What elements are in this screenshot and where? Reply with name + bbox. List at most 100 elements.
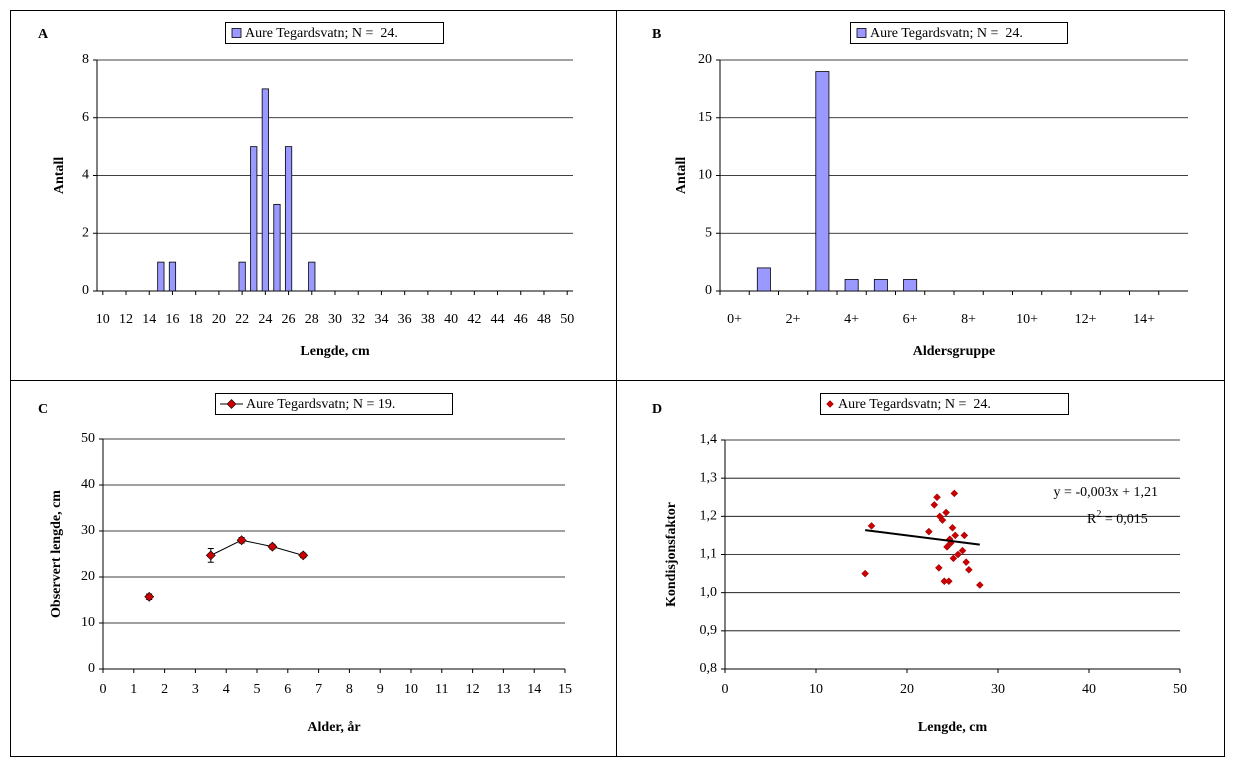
x-tick-label: 16 xyxy=(165,312,179,327)
x-tick-label: 50 xyxy=(1173,682,1187,697)
x-axis-title: Aldersgruppe xyxy=(913,344,995,359)
y-tick-label: 0 xyxy=(705,283,712,298)
x-tick-label: 12 xyxy=(466,682,480,697)
data-point xyxy=(934,564,943,572)
panel-label: C xyxy=(38,402,48,417)
x-tick-label: 15 xyxy=(558,682,572,697)
x-tick-label: 4 xyxy=(223,682,230,697)
x-tick-label: 30 xyxy=(991,682,1005,697)
y-tick-label: 10 xyxy=(81,615,95,630)
x-tick-label: 4+ xyxy=(844,312,859,327)
y-tick-label: 20 xyxy=(81,569,95,584)
y-axis-title: Antall xyxy=(674,157,689,194)
data-point xyxy=(945,577,953,586)
panel-label: D xyxy=(652,402,662,417)
r-squared-exponent: 2 xyxy=(1096,509,1101,520)
x-tick-label: 10+ xyxy=(1016,312,1038,327)
y-axis-title: Observert lengde, cm xyxy=(49,490,64,618)
data-point xyxy=(298,550,309,561)
data-point xyxy=(951,531,960,540)
x-tick-label: 2+ xyxy=(786,312,801,327)
y-tick-label: 30 xyxy=(81,523,95,538)
legend-label: Aure Tegardsvatn; N = 24. xyxy=(245,26,398,41)
legend-marker xyxy=(826,400,834,408)
y-tick-label: 0 xyxy=(82,283,89,298)
x-tick-label: 8+ xyxy=(961,312,976,327)
data-point xyxy=(861,569,869,578)
x-axis-title: Lengde, cm xyxy=(300,344,370,359)
data-point xyxy=(938,516,947,525)
x-tick-label: 50 xyxy=(560,312,574,327)
y-axis-title: Kondisjonsfaktor xyxy=(664,502,679,607)
bar xyxy=(261,88,269,292)
data-point xyxy=(949,554,958,563)
y-tick-label: 1,1 xyxy=(700,547,718,562)
x-tick-label: 13 xyxy=(496,682,510,697)
legend-label: Aure Tegardsvatn; N = 24. xyxy=(870,26,1023,41)
data-point xyxy=(867,522,876,530)
data-point xyxy=(962,558,971,566)
y-tick-label: 4 xyxy=(82,168,89,183)
x-tick-label: 28 xyxy=(305,312,319,327)
data-point xyxy=(933,493,941,502)
x-tick-label: 48 xyxy=(537,312,551,327)
data-point xyxy=(924,527,933,536)
y-tick-label: 15 xyxy=(698,110,712,125)
x-tick-label: 8 xyxy=(346,682,353,697)
data-point xyxy=(205,550,216,561)
y-tick-label: 50 xyxy=(81,431,95,446)
data-point xyxy=(948,523,957,532)
y-tick-label: 0,8 xyxy=(700,661,718,676)
panel-label: A xyxy=(38,27,49,42)
x-tick-label: 5 xyxy=(254,682,261,697)
bar xyxy=(284,146,293,292)
data-point xyxy=(975,581,984,589)
x-tick-label: 38 xyxy=(421,312,435,327)
x-tick-label: 42 xyxy=(467,312,481,327)
x-tick-label: 44 xyxy=(491,312,505,327)
bar xyxy=(873,279,888,292)
x-tick-label: 0 xyxy=(722,682,729,697)
x-tick-label: 40 xyxy=(1082,682,1096,697)
x-tick-label: 22 xyxy=(235,312,249,327)
bar xyxy=(903,279,918,292)
y-tick-label: 10 xyxy=(698,168,712,183)
data-point xyxy=(965,565,973,574)
x-tick-label: 0 xyxy=(100,682,107,697)
legend-box xyxy=(225,22,444,44)
data-point xyxy=(236,535,247,546)
bar xyxy=(844,279,859,292)
y-axis-title: Antall xyxy=(52,157,67,194)
y-tick-label: 5 xyxy=(705,225,712,240)
r-squared-symbol: R xyxy=(1087,512,1097,527)
x-tick-label: 7 xyxy=(315,682,322,697)
x-tick-label: 10 xyxy=(96,312,110,327)
bar xyxy=(238,261,246,292)
y-tick-label: 2 xyxy=(82,225,89,240)
bar xyxy=(815,71,830,292)
data-point xyxy=(267,541,278,552)
x-tick-label: 14 xyxy=(527,682,541,697)
x-tick-label: 10 xyxy=(404,682,418,697)
x-tick-label: 32 xyxy=(351,312,365,327)
x-tick-label: 20 xyxy=(212,312,226,327)
series-line xyxy=(210,539,304,556)
trend-equation: y = -0,003x + 1,21 xyxy=(1054,485,1158,500)
x-tick-label: 0+ xyxy=(727,312,742,327)
x-tick-label: 12 xyxy=(119,312,133,327)
data-point xyxy=(954,550,962,559)
legend-label: Aure Tegardsvatn; N = 19. xyxy=(246,397,395,412)
figure-border xyxy=(10,10,1225,757)
x-tick-label: 14+ xyxy=(1133,312,1155,327)
legend-box xyxy=(820,393,1069,415)
x-axis-title: Lengde, cm xyxy=(918,720,988,735)
bar xyxy=(168,261,177,292)
legend-box xyxy=(215,393,453,415)
y-tick-label: 0,9 xyxy=(700,623,718,638)
x-tick-label: 6 xyxy=(284,682,291,697)
x-tick-label: 34 xyxy=(374,312,388,327)
x-tick-label: 3 xyxy=(192,682,199,697)
x-tick-label: 18 xyxy=(189,312,203,327)
trendline xyxy=(865,529,980,546)
